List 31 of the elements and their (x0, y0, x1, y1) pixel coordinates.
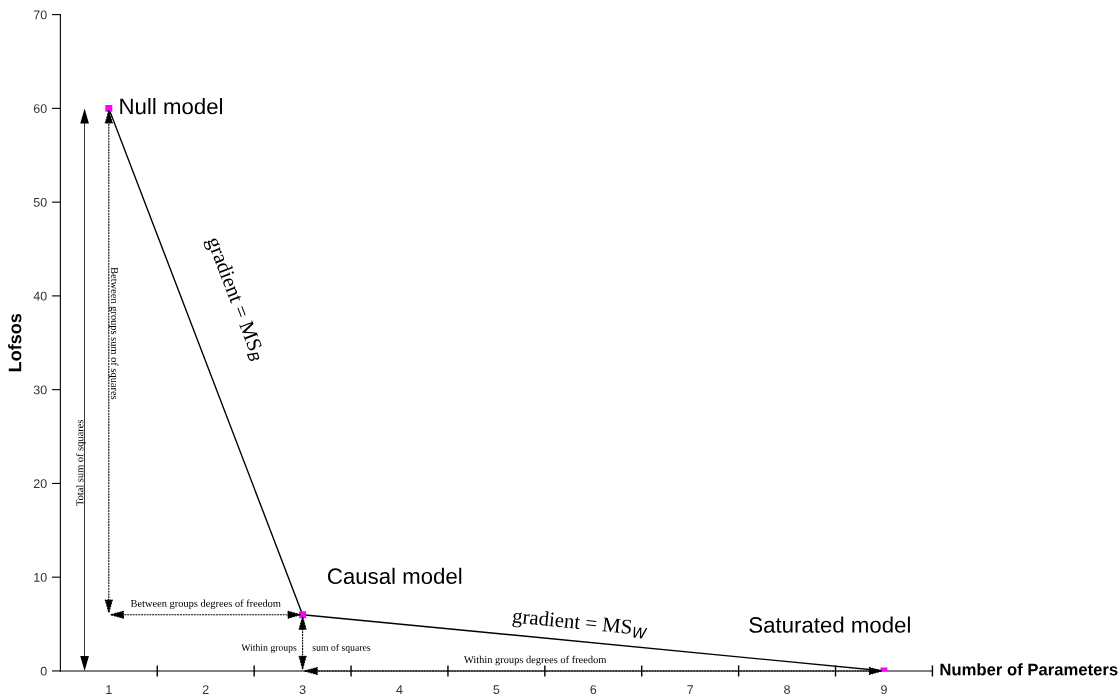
x-tick-label: 2 (202, 685, 209, 694)
x-tick-label: 8 (784, 685, 790, 695)
y-tick-label: 10 (34, 572, 47, 582)
annotation: Within groups degrees of freedom (463, 655, 607, 666)
y-tick-label: 70 (33, 10, 47, 20)
annotation: gradient = MS$_{B}$ (202, 235, 267, 363)
x-tick-label: 4 (396, 685, 403, 694)
annotation: Null model (120, 98, 222, 115)
x-tick-label: 3 (299, 685, 306, 695)
y-axis-title: Lofsos (8, 313, 22, 372)
annotation: Between groups degrees of freedom (130, 599, 281, 610)
x-tick-label: 9 (881, 685, 887, 695)
annotation: Within groups (241, 644, 297, 653)
y-tick-label: 60 (33, 104, 47, 114)
annotation: Saturated model (749, 616, 910, 633)
annotation: gradient = MS$_{W}$ (512, 608, 649, 640)
y-tick-label: 50 (33, 197, 47, 207)
point (105, 104, 113, 112)
x-axis-title: Number of Parameters (940, 663, 1118, 676)
y-tick-label: 30 (33, 385, 47, 395)
y-tick-label: 20 (33, 479, 47, 489)
x-tick-label: 7 (687, 685, 694, 694)
x-tick-label: 1 (106, 685, 112, 694)
x-tick-label: 6 (590, 685, 597, 695)
annotation: Total sum of squares (75, 420, 86, 506)
y-tick-label: 0 (40, 666, 47, 676)
y-tick-label: 40 (33, 291, 47, 301)
annotation: sum of squares (312, 643, 371, 653)
annotation: Between groups sum of squares (108, 267, 119, 400)
x-tick-label: 5 (493, 685, 500, 695)
annotation: Causal model (327, 567, 462, 585)
